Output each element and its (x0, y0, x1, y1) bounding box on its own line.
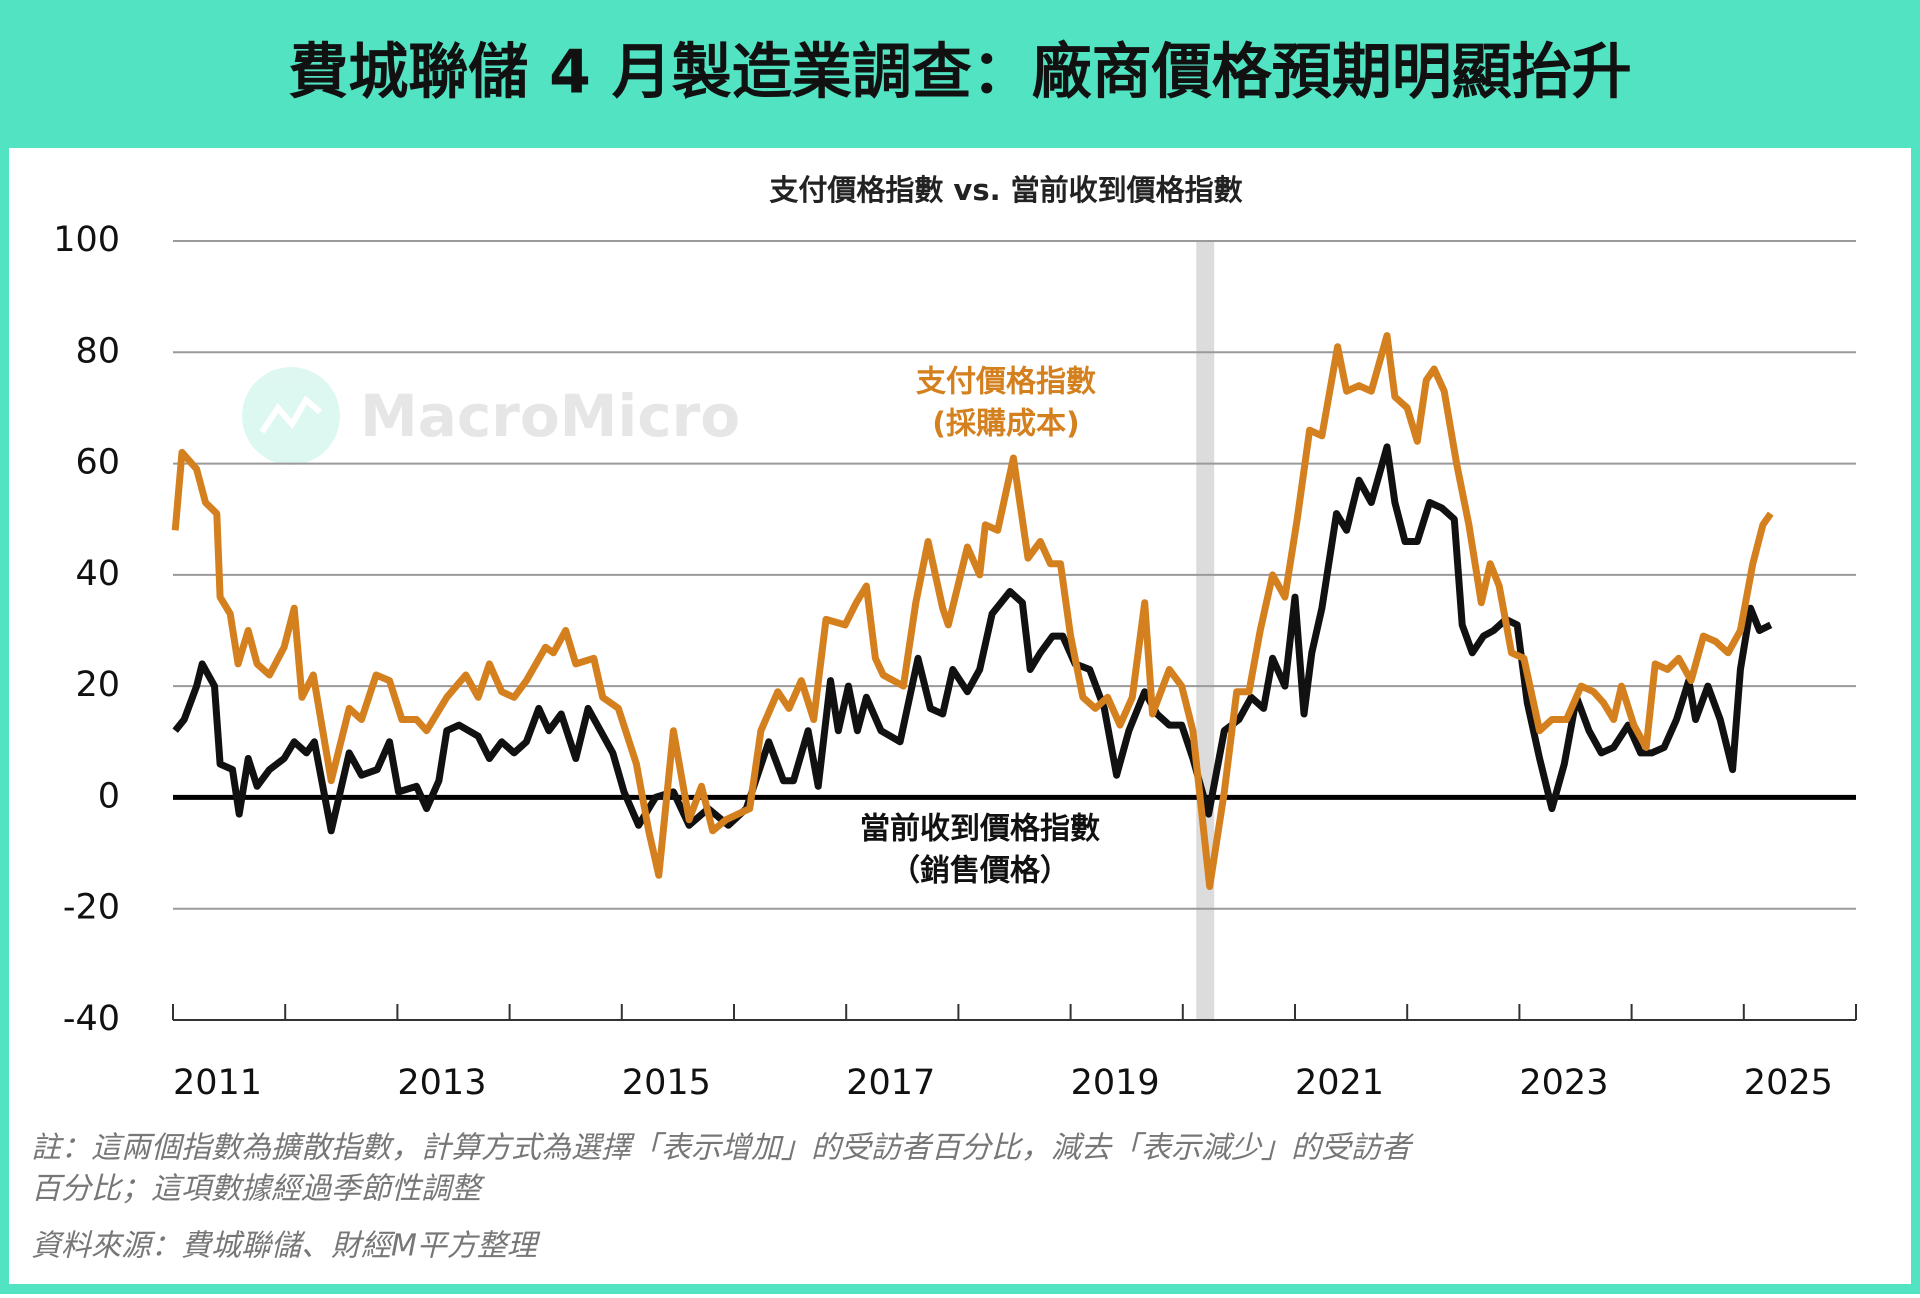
watermark: MacroMicro (360, 382, 740, 450)
x-tick-label: 2019 (1071, 1063, 1160, 1103)
y-tick-label: 100 (53, 220, 120, 260)
y-tick-label: -40 (63, 999, 120, 1039)
x-tick-label: 2023 (1519, 1063, 1608, 1103)
series-line (172, 443, 1773, 835)
chart-subtitle: 支付價格指數 vs. 當前收到價格指數 (769, 173, 1242, 207)
y-tick-label: 0 (98, 776, 120, 816)
note: 註：這兩個指數為擴散指數，計算方式為選擇「表示增加」的受訪者百分比，減去「表示減… (31, 1131, 1414, 1166)
y-tick-label: 60 (75, 443, 120, 483)
note: 百分比；這項數據經過季節性調整 (31, 1172, 486, 1207)
panel (9, 148, 1911, 1284)
y-tick-label: -20 (63, 888, 120, 928)
series-note: （銷售價格） (890, 854, 1070, 889)
x-tick-label: 2015 (622, 1063, 711, 1103)
y-tick-label: 20 (75, 665, 120, 705)
x-tick-label: 2025 (1744, 1063, 1833, 1103)
series-label: 支付價格指數 (916, 365, 1096, 400)
series-label: 當前收到價格指數 (860, 812, 1100, 847)
x-tick-label: 2013 (397, 1063, 486, 1103)
series-line (171, 332, 1774, 890)
chart-title: 費城聯儲 4 月製造業調查：廠商價格預期明顯抬升 (288, 38, 1632, 108)
x-tick-label: 2021 (1295, 1063, 1384, 1103)
watermark-logo (242, 367, 340, 465)
series-note: (採購成本) (932, 407, 1079, 442)
source: 資料來源：費城聯儲、財經M平方整理 (31, 1229, 541, 1264)
recession-shade (1196, 241, 1215, 1020)
x-tick-label: 2011 (173, 1063, 262, 1103)
x-tick-label: 2017 (846, 1063, 935, 1103)
y-tick-label: 40 (75, 554, 120, 594)
y-tick-label: 80 (75, 331, 120, 371)
